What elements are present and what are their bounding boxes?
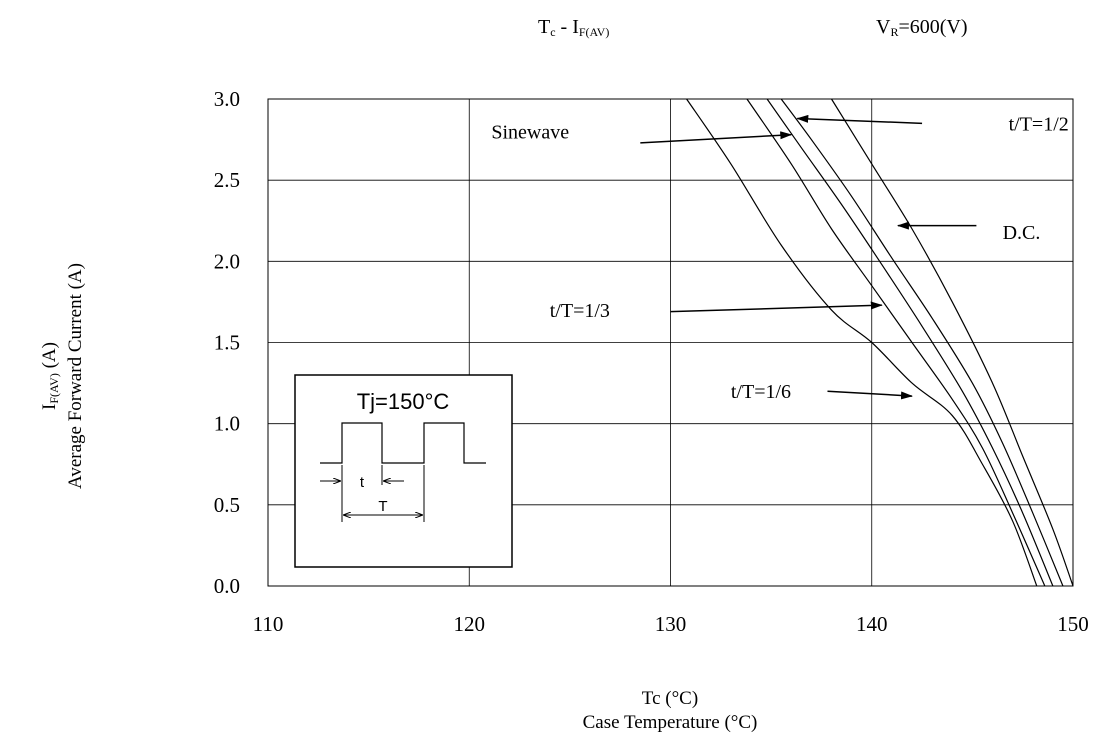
arrow-sinewave [640,131,793,144]
y-tick-label: 0.0 [214,574,240,598]
y-axis-description: Average Forward Current (A) [65,262,86,489]
arrow-t-t-1-3 [670,301,883,313]
annotation-d-c-: D.C. [1003,222,1041,244]
curve-t-t-1-6 [686,98,1038,587]
waveform-inset: Tj=150°C tT [294,374,513,568]
arrow-t-t-1-2 [796,114,923,125]
inset-t-label: t [360,474,365,491]
grid-lines [267,98,1074,587]
y-tick-label: 1.0 [214,412,240,436]
inset-box [294,374,513,568]
arrow-t-t-1-6 [827,390,913,400]
curve-sinewave [766,98,1054,587]
annotation-sinewave: Sinewave [491,121,569,143]
curve-t-t-1-3 [746,98,1046,587]
condition-label: VR=600(V) [876,16,968,39]
y-tick-label: 2.5 [214,168,240,192]
y-tick-label: 0.5 [214,493,240,517]
y-tick-label: 1.5 [214,331,240,355]
x-tick-label: 140 [856,612,888,636]
x-tick-label: 110 [253,612,284,636]
x-tick-label: 130 [655,612,687,636]
curve-d-c- [830,98,1074,587]
pulse-waveform [320,422,486,464]
annotation-t-t-1-2: t/T=1/2 [1009,113,1069,135]
curve-t-t-1-2 [780,98,1064,587]
chart-title: Tc - IF(AV) [538,16,610,39]
inset-T-label: T [378,498,387,515]
tick-labels: 110 120 130 140 150 0.0 0.5 1.0 1.5 2.0 2.5 3.0 [214,87,1089,636]
x-axis-label: Tc (°C) [641,688,699,709]
annotation-arrows: Sinewave t/T=1/2 D.C. t/T=1/3 t/T=1/6 [491,113,1068,403]
y-tick-label: 2.0 [214,249,240,273]
x-axis-description: Case Temperature (°C) [582,712,758,733]
x-tick-label: 150 [1057,612,1089,636]
curves [686,98,1074,587]
inset-title: Tj=150°C [357,389,450,414]
y-axis-symbol: IF(AV) (A) [39,341,61,410]
y-tick-label: 3.0 [214,87,240,111]
y-axis-label: IF(AV) (A) Average Forward Current (A) [8,0,118,751]
annotation-t-t-1-3: t/T=1/3 [550,300,610,322]
x-tick-label: 120 [454,612,486,636]
plot-frame [267,98,1074,587]
annotation-t-t-1-6: t/T=1/6 [731,381,791,403]
